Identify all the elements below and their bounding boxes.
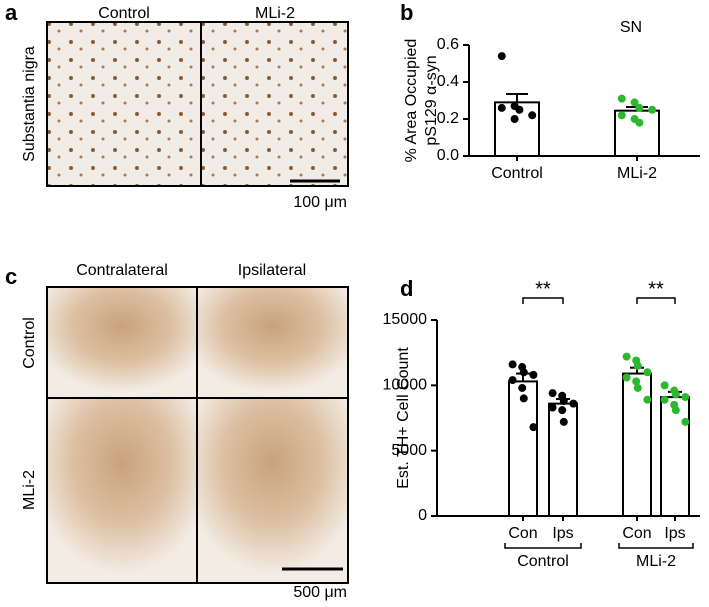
data-point [635, 103, 644, 112]
data-point [569, 399, 578, 408]
y-tick-label: 0.0 [437, 147, 459, 164]
data-point [617, 94, 626, 103]
y-tick-label: 0.6 [437, 36, 459, 53]
x-tick-label: Ips [664, 525, 685, 542]
micrograph [196, 397, 349, 584]
scale-label: 100 μm [293, 194, 347, 211]
y-tick-label: 0.2 [437, 110, 459, 127]
significance-label: ** [535, 278, 551, 300]
data-point [630, 98, 639, 107]
micrograph [196, 286, 349, 399]
data-point [681, 393, 690, 402]
data-point [508, 360, 517, 369]
x-tick-label: Con [622, 525, 651, 542]
data-point [497, 52, 506, 61]
y-axis-label: Est. TH+ Cell Count [395, 347, 412, 489]
data-point [671, 406, 680, 415]
group-label: Control [517, 553, 569, 570]
column-label: Ipsilateral [238, 262, 306, 279]
y-tick-label: 0.4 [437, 73, 459, 90]
data-point [643, 395, 652, 404]
data-point [660, 395, 669, 404]
data-point [617, 111, 626, 120]
y-tick-label: 0 [418, 507, 427, 524]
data-point [497, 103, 506, 112]
row-label: MLi-2 [21, 470, 38, 510]
y-tick-label: 5000 [391, 442, 427, 459]
data-point [633, 361, 642, 370]
data-point [548, 403, 557, 412]
panel-letter: a [5, 0, 18, 25]
data-point [648, 105, 657, 114]
data-point [559, 417, 568, 426]
data-point [558, 406, 567, 415]
data-point [519, 368, 528, 377]
y-tick-label: 10000 [383, 377, 428, 394]
y-tick-label: 15000 [383, 311, 428, 328]
scale-label: 500 μm [293, 584, 347, 601]
chart-title: SN [620, 19, 642, 36]
data-point [518, 383, 527, 392]
x-tick-label: Ips [552, 525, 573, 542]
data-point [559, 397, 568, 406]
column-label: Control [98, 5, 150, 22]
data-point [548, 389, 557, 398]
data-point [510, 115, 519, 123]
data-point [508, 376, 517, 385]
data-point [622, 373, 631, 382]
data-point [515, 105, 524, 114]
data-point [633, 383, 642, 392]
data-point [529, 423, 538, 432]
data-point [671, 390, 680, 399]
x-tick-label: MLi-2 [617, 165, 657, 182]
bar [622, 372, 652, 517]
row-label: Substantia nigra [21, 46, 38, 162]
micrograph [46, 286, 198, 399]
y-axis-label: pS129 α-syn [423, 55, 440, 145]
data-point [635, 118, 644, 127]
row-label: Control [21, 317, 38, 369]
micrograph [46, 21, 202, 187]
data-point [660, 381, 669, 390]
y-axis-label: % Area Occupied [403, 39, 420, 163]
panel-letter: d [400, 276, 413, 301]
significance-bracket [522, 297, 564, 304]
data-point [622, 352, 631, 361]
group-bracket [504, 543, 582, 549]
panel-letter: c [5, 264, 17, 289]
significance-bracket [636, 297, 676, 304]
panel-letter: b [400, 0, 413, 25]
x-tick-label: Con [508, 525, 537, 542]
data-point [519, 394, 528, 403]
micrograph [200, 21, 349, 187]
column-label: Contralateral [76, 262, 168, 279]
data-point [632, 377, 641, 386]
group-label: MLi-2 [636, 553, 676, 570]
data-point [529, 370, 538, 379]
data-point [643, 368, 652, 377]
data-point [681, 417, 690, 426]
data-point [528, 111, 537, 120]
group-bracket [618, 543, 694, 549]
x-tick-label: Control [491, 165, 543, 182]
column-label: MLi-2 [255, 5, 295, 22]
significance-label: ** [648, 278, 664, 300]
micrograph [46, 397, 198, 584]
bar [660, 396, 690, 517]
